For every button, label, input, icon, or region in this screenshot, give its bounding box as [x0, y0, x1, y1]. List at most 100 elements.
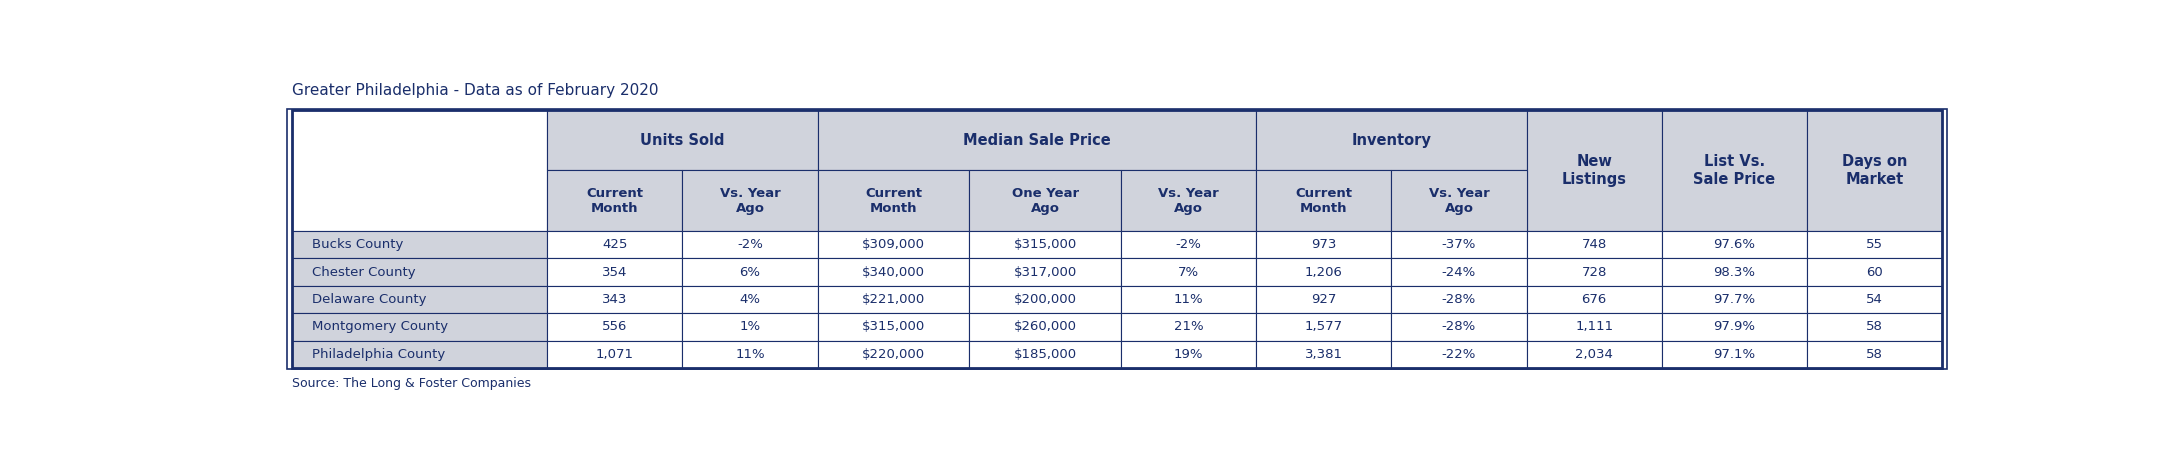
Text: 55: 55 [1867, 238, 1882, 251]
Bar [547, 231, 682, 258]
Text: 97.1%: 97.1% [1713, 347, 1756, 361]
Text: 927: 927 [1311, 293, 1337, 306]
Bar [1120, 341, 1257, 368]
Bar [1806, 258, 1943, 286]
Text: 1,577: 1,577 [1305, 320, 1344, 333]
Text: Vs. Year
Ago: Vs. Year Ago [719, 187, 779, 215]
Text: 6%: 6% [740, 266, 760, 279]
Bar [1661, 286, 1806, 313]
Bar [547, 341, 682, 368]
Bar [968, 286, 1120, 313]
Bar [1526, 110, 1661, 231]
Text: 97.6%: 97.6% [1713, 238, 1756, 251]
Text: 98.3%: 98.3% [1713, 266, 1756, 279]
Bar [1392, 286, 1526, 313]
Bar [818, 170, 968, 231]
Text: 354: 354 [601, 266, 627, 279]
Bar [1120, 258, 1257, 286]
Text: 97.9%: 97.9% [1713, 320, 1756, 333]
Text: List Vs.
Sale Price: List Vs. Sale Price [1693, 154, 1776, 187]
Bar [818, 341, 968, 368]
Bar [1806, 286, 1943, 313]
Bar [1661, 231, 1806, 258]
Text: Philadelphia County: Philadelphia County [313, 347, 445, 361]
Text: 343: 343 [601, 293, 627, 306]
Text: $260,000: $260,000 [1014, 320, 1077, 333]
Text: -24%: -24% [1442, 266, 1476, 279]
Bar [1806, 110, 1943, 231]
Bar [1806, 313, 1943, 341]
Bar [682, 170, 818, 231]
Bar [291, 110, 1943, 368]
Text: -22%: -22% [1442, 347, 1476, 361]
Bar [291, 110, 547, 231]
Bar [818, 313, 968, 341]
Text: 1,071: 1,071 [595, 347, 634, 361]
Bar [1257, 313, 1392, 341]
Text: 97.7%: 97.7% [1713, 293, 1756, 306]
Text: Vs. Year
Ago: Vs. Year Ago [1157, 187, 1218, 215]
Text: -28%: -28% [1442, 320, 1476, 333]
Text: 556: 556 [601, 320, 627, 333]
Text: -37%: -37% [1442, 238, 1476, 251]
Text: 11%: 11% [1175, 293, 1203, 306]
Text: Delaware County: Delaware County [313, 293, 426, 306]
Text: Current
Month: Current Month [1296, 187, 1353, 215]
Bar [291, 258, 547, 286]
Bar [682, 286, 818, 313]
Text: 676: 676 [1583, 293, 1607, 306]
Bar [818, 110, 1257, 170]
Bar [968, 170, 1120, 231]
Text: $200,000: $200,000 [1014, 293, 1077, 306]
Text: Montgomery County: Montgomery County [313, 320, 447, 333]
Bar [1257, 170, 1392, 231]
Text: 58: 58 [1867, 320, 1882, 333]
Bar [1120, 286, 1257, 313]
Text: -2%: -2% [1177, 238, 1201, 251]
Text: New
Listings: New Listings [1561, 154, 1626, 187]
Bar [682, 258, 818, 286]
Text: -28%: -28% [1442, 293, 1476, 306]
Text: Bucks County: Bucks County [313, 238, 404, 251]
Bar [291, 286, 547, 313]
Bar [291, 341, 547, 368]
Bar [547, 110, 818, 170]
Bar [968, 341, 1120, 368]
Text: 60: 60 [1867, 266, 1882, 279]
Bar [1257, 258, 1392, 286]
Bar [291, 231, 547, 258]
Bar [1392, 231, 1526, 258]
Text: $185,000: $185,000 [1014, 347, 1077, 361]
Text: 425: 425 [601, 238, 627, 251]
Bar [1120, 170, 1257, 231]
Bar [547, 313, 682, 341]
Text: Units Sold: Units Sold [640, 133, 725, 148]
Bar [287, 109, 1947, 369]
Bar [1526, 341, 1661, 368]
Text: 11%: 11% [736, 347, 764, 361]
Bar [818, 258, 968, 286]
Bar [1120, 313, 1257, 341]
Bar [682, 231, 818, 258]
Text: 58: 58 [1867, 347, 1882, 361]
Text: $317,000: $317,000 [1014, 266, 1077, 279]
Text: 1,206: 1,206 [1305, 266, 1342, 279]
Text: $315,000: $315,000 [862, 320, 925, 333]
Text: Inventory: Inventory [1353, 133, 1431, 148]
Bar [968, 231, 1120, 258]
Text: 4%: 4% [740, 293, 760, 306]
Text: 7%: 7% [1179, 266, 1198, 279]
Bar [1392, 170, 1526, 231]
Text: 19%: 19% [1175, 347, 1203, 361]
Text: -2%: -2% [736, 238, 762, 251]
Text: $221,000: $221,000 [862, 293, 925, 306]
Bar [1257, 231, 1392, 258]
Bar [1806, 231, 1943, 258]
Bar [547, 258, 682, 286]
Text: Days on
Market: Days on Market [1841, 154, 1906, 187]
Bar [1392, 341, 1526, 368]
Bar [968, 313, 1120, 341]
Text: Source: The Long & Foster Companies: Source: The Long & Foster Companies [291, 377, 530, 390]
Text: Median Sale Price: Median Sale Price [964, 133, 1112, 148]
Bar [1257, 110, 1526, 170]
